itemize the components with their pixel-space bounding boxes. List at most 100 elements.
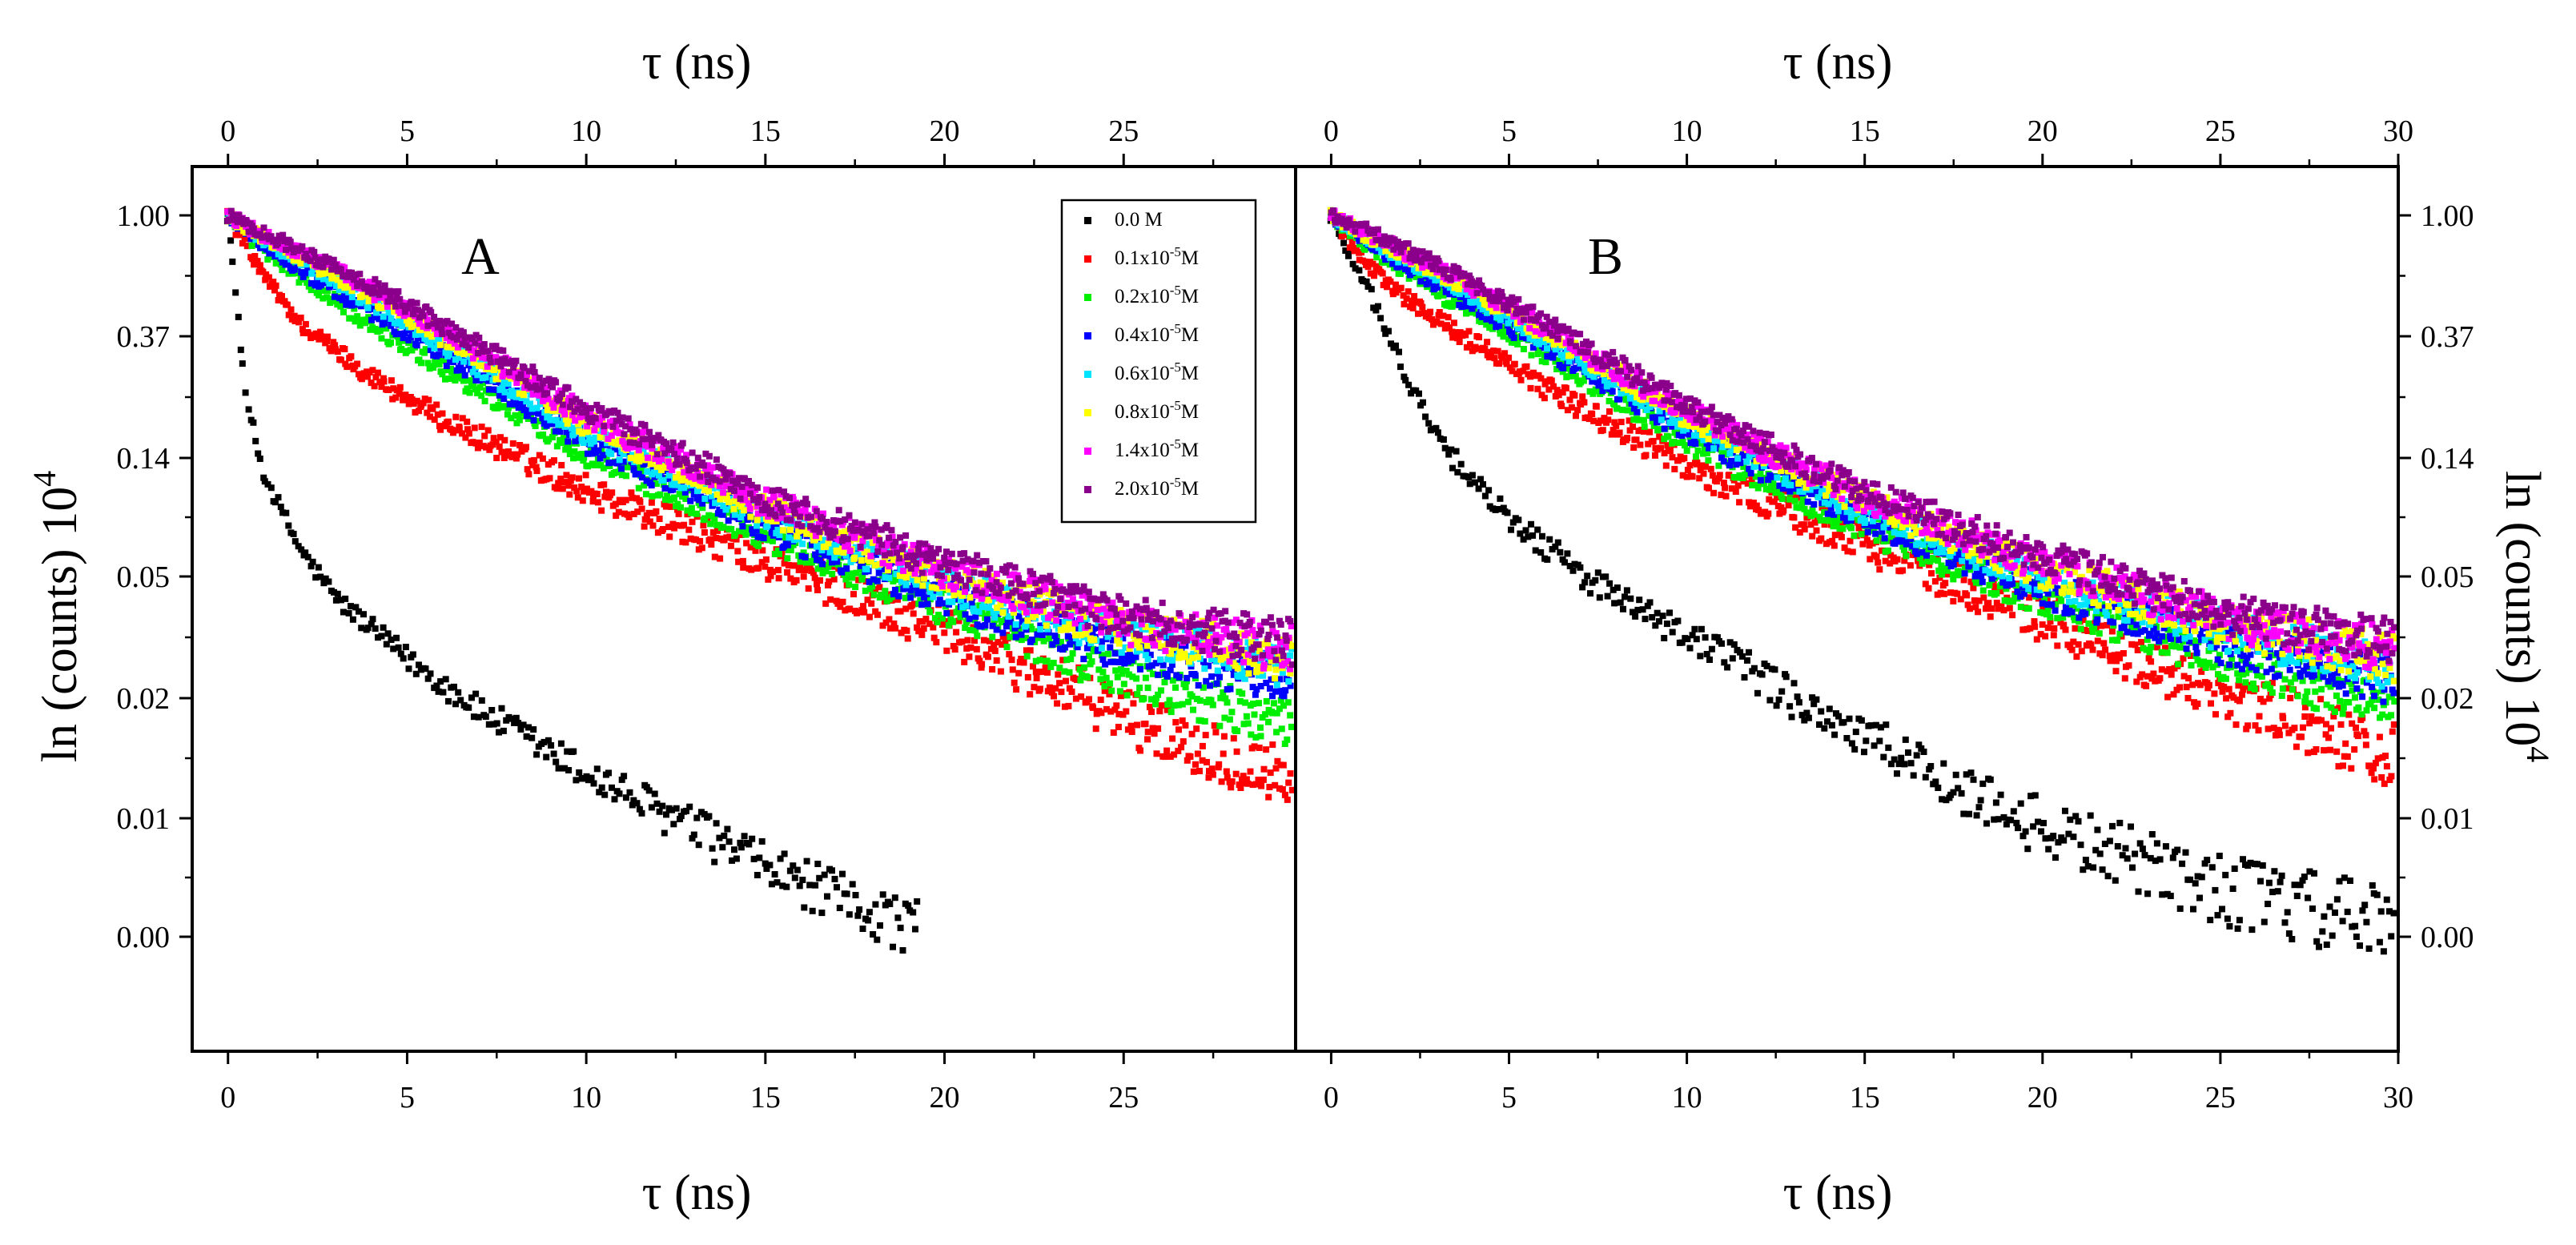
data-point xyxy=(900,947,906,954)
data-point xyxy=(896,593,902,600)
data-point xyxy=(918,601,925,608)
data-point xyxy=(1176,610,1183,616)
data-point xyxy=(243,389,249,396)
data-point xyxy=(1099,645,1105,652)
data-point xyxy=(1072,602,1079,608)
data-point xyxy=(749,482,755,488)
data-point xyxy=(939,583,946,589)
data-point xyxy=(1162,648,1168,654)
data-point xyxy=(620,415,626,421)
data-point xyxy=(479,697,485,704)
data-point xyxy=(886,535,892,541)
data-point xyxy=(1100,606,1107,612)
data-point xyxy=(717,496,724,503)
data-point xyxy=(488,359,494,366)
data-point xyxy=(998,584,1004,591)
data-point xyxy=(553,379,559,385)
data-point xyxy=(1263,746,1269,753)
data-point xyxy=(673,805,680,812)
data-point xyxy=(1137,748,1143,754)
data-point xyxy=(1111,606,1118,612)
data-point xyxy=(1052,633,1059,639)
data-point xyxy=(532,369,538,376)
data-point xyxy=(1164,673,1171,680)
data-point xyxy=(1119,610,1126,616)
data-point xyxy=(561,412,568,418)
data-point xyxy=(382,283,388,289)
data-point xyxy=(817,577,823,584)
legend-label-unit: M xyxy=(1181,247,1199,269)
data-point xyxy=(941,629,947,636)
data-point xyxy=(737,496,744,502)
data-point xyxy=(1284,737,1290,743)
data-point xyxy=(1051,660,1057,666)
data-point xyxy=(896,555,902,561)
data-point xyxy=(1111,729,1117,736)
data-point xyxy=(740,558,746,564)
data-point xyxy=(1047,612,1054,618)
data-point xyxy=(733,856,740,862)
data-point xyxy=(854,913,861,919)
panel-a-ylabel: ln (counts) 104 xyxy=(26,471,87,762)
data-point xyxy=(1143,675,1149,681)
data-point xyxy=(991,614,998,620)
x2-tick-label: 25 xyxy=(1108,114,1139,148)
data-point xyxy=(920,588,926,595)
data-point xyxy=(560,485,566,492)
data-point xyxy=(1192,761,1199,768)
data-point xyxy=(831,554,838,560)
data-point xyxy=(1053,638,1059,645)
data-point xyxy=(870,592,877,598)
data-point xyxy=(488,707,495,713)
data-point xyxy=(1234,728,1240,734)
data-point xyxy=(605,769,612,776)
data-point xyxy=(801,573,807,580)
data-point xyxy=(910,610,917,616)
data-point xyxy=(886,550,893,556)
data-point xyxy=(953,584,959,590)
data-point xyxy=(1180,738,1187,745)
data-point xyxy=(500,728,507,734)
data-point xyxy=(533,751,540,757)
data-point xyxy=(1257,725,1264,731)
data-point xyxy=(1078,693,1084,700)
data-point xyxy=(1167,667,1174,673)
data-point xyxy=(780,527,786,533)
data-point xyxy=(570,749,577,755)
data-point xyxy=(397,384,404,391)
data-point xyxy=(431,345,437,351)
data-point xyxy=(1070,650,1076,657)
data-point xyxy=(772,871,778,878)
data-point xyxy=(1183,684,1189,690)
data-point xyxy=(961,550,967,556)
data-point xyxy=(633,430,640,436)
data-point xyxy=(797,514,803,520)
data-point xyxy=(721,833,727,839)
legend-marker xyxy=(1084,332,1091,339)
data-point xyxy=(1200,743,1206,749)
data-point xyxy=(1037,626,1043,633)
data-point xyxy=(697,538,703,544)
data-point xyxy=(728,543,734,549)
data-point xyxy=(700,522,706,528)
data-point xyxy=(297,260,303,267)
data-point xyxy=(1212,729,1219,736)
data-point xyxy=(1281,693,1288,699)
data-point xyxy=(1248,769,1254,775)
data-point xyxy=(794,577,800,584)
data-point xyxy=(396,296,403,303)
data-point xyxy=(1225,620,1232,626)
data-point xyxy=(512,358,519,364)
data-point xyxy=(874,937,880,943)
data-point xyxy=(684,460,690,466)
data-point xyxy=(1110,600,1116,606)
data-point xyxy=(609,489,615,496)
data-point xyxy=(543,754,549,761)
data-point xyxy=(1245,721,1252,727)
data-point xyxy=(1011,680,1018,686)
data-point xyxy=(315,564,322,571)
data-point xyxy=(653,508,659,515)
data-point xyxy=(1256,745,1263,751)
data-point xyxy=(1127,625,1134,631)
data-point xyxy=(1089,658,1095,665)
